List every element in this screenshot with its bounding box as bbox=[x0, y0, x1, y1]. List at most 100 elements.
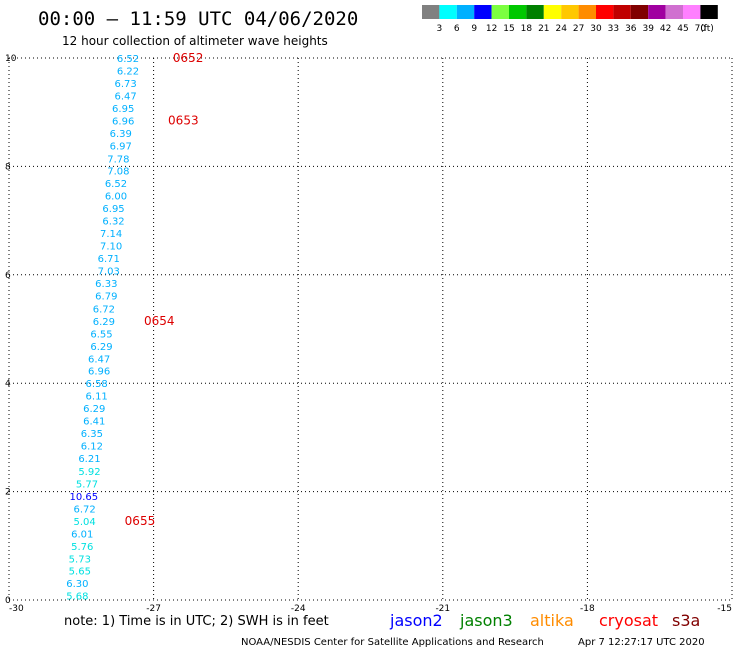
legend-swatch bbox=[474, 5, 492, 19]
legend-swatch bbox=[578, 5, 596, 19]
wave-height-value: 6.79 bbox=[95, 291, 117, 302]
wave-height-value: 5.68 bbox=[66, 592, 88, 603]
wave-height-value: 6.39 bbox=[110, 129, 132, 140]
wave-height-value: 6.30 bbox=[66, 579, 88, 590]
satellite-name: altika bbox=[530, 611, 574, 630]
footnote: note: 1) Time is in UTC; 2) SWH is in fe… bbox=[64, 614, 329, 629]
wave-height-value: 5.65 bbox=[69, 567, 91, 578]
legend-swatch bbox=[648, 5, 666, 19]
wave-height-value: 6.47 bbox=[114, 91, 136, 102]
y-tick-label: 10 bbox=[5, 54, 17, 64]
satellite-name: s3a bbox=[672, 611, 700, 630]
timestamp-text: Apr 7 12:27:17 UTC 2020 bbox=[578, 637, 705, 648]
pass-time-labels: 0652 0653 0654 0655 bbox=[125, 51, 204, 528]
y-tick-label: 8 bbox=[5, 162, 11, 172]
wave-height-value: 5.73 bbox=[69, 554, 91, 565]
wave-height-value: 6.95 bbox=[102, 204, 124, 215]
wave-height-value: 6.52 bbox=[105, 179, 127, 190]
wave-height-value: 6.47 bbox=[88, 354, 110, 365]
wave-height-value: 5.77 bbox=[76, 479, 98, 490]
legend-swatch bbox=[422, 5, 440, 19]
wave-height-value: 6.22 bbox=[117, 66, 139, 77]
wave-height-value: 6.11 bbox=[86, 392, 108, 403]
legend-label: 45 bbox=[677, 24, 688, 34]
wave-height-value: 7.10 bbox=[100, 242, 122, 253]
pass-time-label: 0653 bbox=[168, 113, 199, 127]
wave-height-value: 6.72 bbox=[93, 304, 115, 315]
wave-height-value: 6.29 bbox=[93, 317, 115, 328]
legend-label: 27 bbox=[573, 24, 584, 34]
wave-height-value: 10.65 bbox=[70, 492, 99, 503]
wave-height-value: 6.73 bbox=[114, 79, 136, 90]
plot-grid bbox=[8, 57, 733, 601]
wave-height-value: 6.21 bbox=[78, 454, 100, 465]
wave-height-value: 6.12 bbox=[81, 442, 103, 453]
legend-swatch bbox=[509, 5, 527, 19]
legend-label: 9 bbox=[471, 24, 477, 34]
chart-title: 00:00 – 11:59 UTC 04/06/2020 bbox=[38, 8, 358, 30]
x-tick-label: -27 bbox=[146, 604, 161, 614]
pass-time-label: 0652 bbox=[173, 51, 204, 65]
legend-label: 30 bbox=[590, 24, 602, 34]
wave-height-value: 7.14 bbox=[100, 229, 122, 240]
wave-height-value: 6.29 bbox=[90, 342, 112, 353]
wave-height-value: 6.29 bbox=[83, 404, 105, 415]
legend-swatch bbox=[683, 5, 701, 19]
legend-label: 24 bbox=[555, 24, 567, 34]
x-tick-label: -18 bbox=[580, 604, 595, 614]
pass-time-label: 0655 bbox=[125, 514, 156, 528]
legend-label: 12 bbox=[486, 24, 497, 34]
legend-swatch bbox=[613, 5, 631, 19]
pass-time-label: 0654 bbox=[144, 314, 175, 328]
legend-label: 18 bbox=[521, 24, 533, 34]
legend-label: 15 bbox=[503, 24, 514, 34]
axis-ticks: -30 -27 -24 -21 -18 -15 0 2 4 6 8 10 bbox=[5, 54, 732, 614]
legend-label: 36 bbox=[625, 24, 637, 34]
satellite-name: jason3 bbox=[459, 611, 513, 630]
y-tick-label: 0 bbox=[5, 596, 11, 606]
legend-swatch bbox=[526, 5, 544, 19]
wave-height-value: 6.41 bbox=[83, 417, 105, 428]
wave-height-value: 6.96 bbox=[112, 116, 134, 127]
wave-height-value: 6.95 bbox=[112, 104, 134, 115]
legend-swatch bbox=[543, 5, 562, 19]
wave-height-value: 6.58 bbox=[86, 379, 108, 390]
legend-label: 42 bbox=[660, 24, 671, 34]
wave-height-value: 7.08 bbox=[107, 167, 129, 178]
legend-swatch bbox=[665, 5, 683, 19]
legend-swatch bbox=[561, 5, 579, 19]
wave-height-value: 5.04 bbox=[73, 517, 95, 528]
wave-height-value: 5.76 bbox=[71, 542, 93, 553]
legend-label: 3 bbox=[437, 24, 443, 34]
satellite-name: cryosat bbox=[599, 611, 658, 630]
legend-label: 39 bbox=[642, 24, 654, 34]
credit-text: NOAA/NESDIS Center for Satellite Applica… bbox=[241, 637, 544, 648]
legend-label: 21 bbox=[538, 24, 549, 34]
satellite-name: jason2 bbox=[389, 611, 443, 630]
legend-label: 70 bbox=[695, 24, 707, 34]
wave-height-value: 6.01 bbox=[71, 529, 93, 540]
wave-height-points: 6.526.226.736.476.956.966.396.977.787.08… bbox=[66, 54, 139, 603]
legend-label: 33 bbox=[608, 24, 619, 34]
wave-height-value: 6.52 bbox=[117, 54, 139, 65]
wave-height-value: 6.32 bbox=[102, 217, 124, 228]
wave-height-value: 6.97 bbox=[110, 141, 132, 152]
wave-height-value: 6.55 bbox=[90, 329, 112, 340]
x-tick-label: -24 bbox=[291, 604, 306, 614]
wave-height-value: 6.00 bbox=[105, 192, 127, 203]
wave-height-value: 6.72 bbox=[73, 504, 95, 515]
legend-swatch bbox=[630, 5, 649, 19]
legend-swatch bbox=[596, 5, 614, 19]
wave-height-value: 6.33 bbox=[95, 279, 117, 290]
y-tick-label: 4 bbox=[5, 379, 11, 389]
color-legend: 3 6 9 12 15 18 21 24 27 30 33 36 39 42 45 70(ft) bbox=[422, 5, 718, 34]
x-tick-label: -30 bbox=[9, 604, 24, 614]
y-tick-label: 2 bbox=[5, 488, 11, 498]
chart-subtitle: 12 hour collection of altimeter wave hei… bbox=[62, 34, 328, 48]
legend-swatch bbox=[439, 5, 457, 19]
y-tick-label: 6 bbox=[5, 271, 11, 281]
legend-swatch bbox=[700, 5, 718, 19]
wave-height-value: 6.35 bbox=[81, 429, 103, 440]
legend-label: 6 bbox=[454, 24, 460, 34]
